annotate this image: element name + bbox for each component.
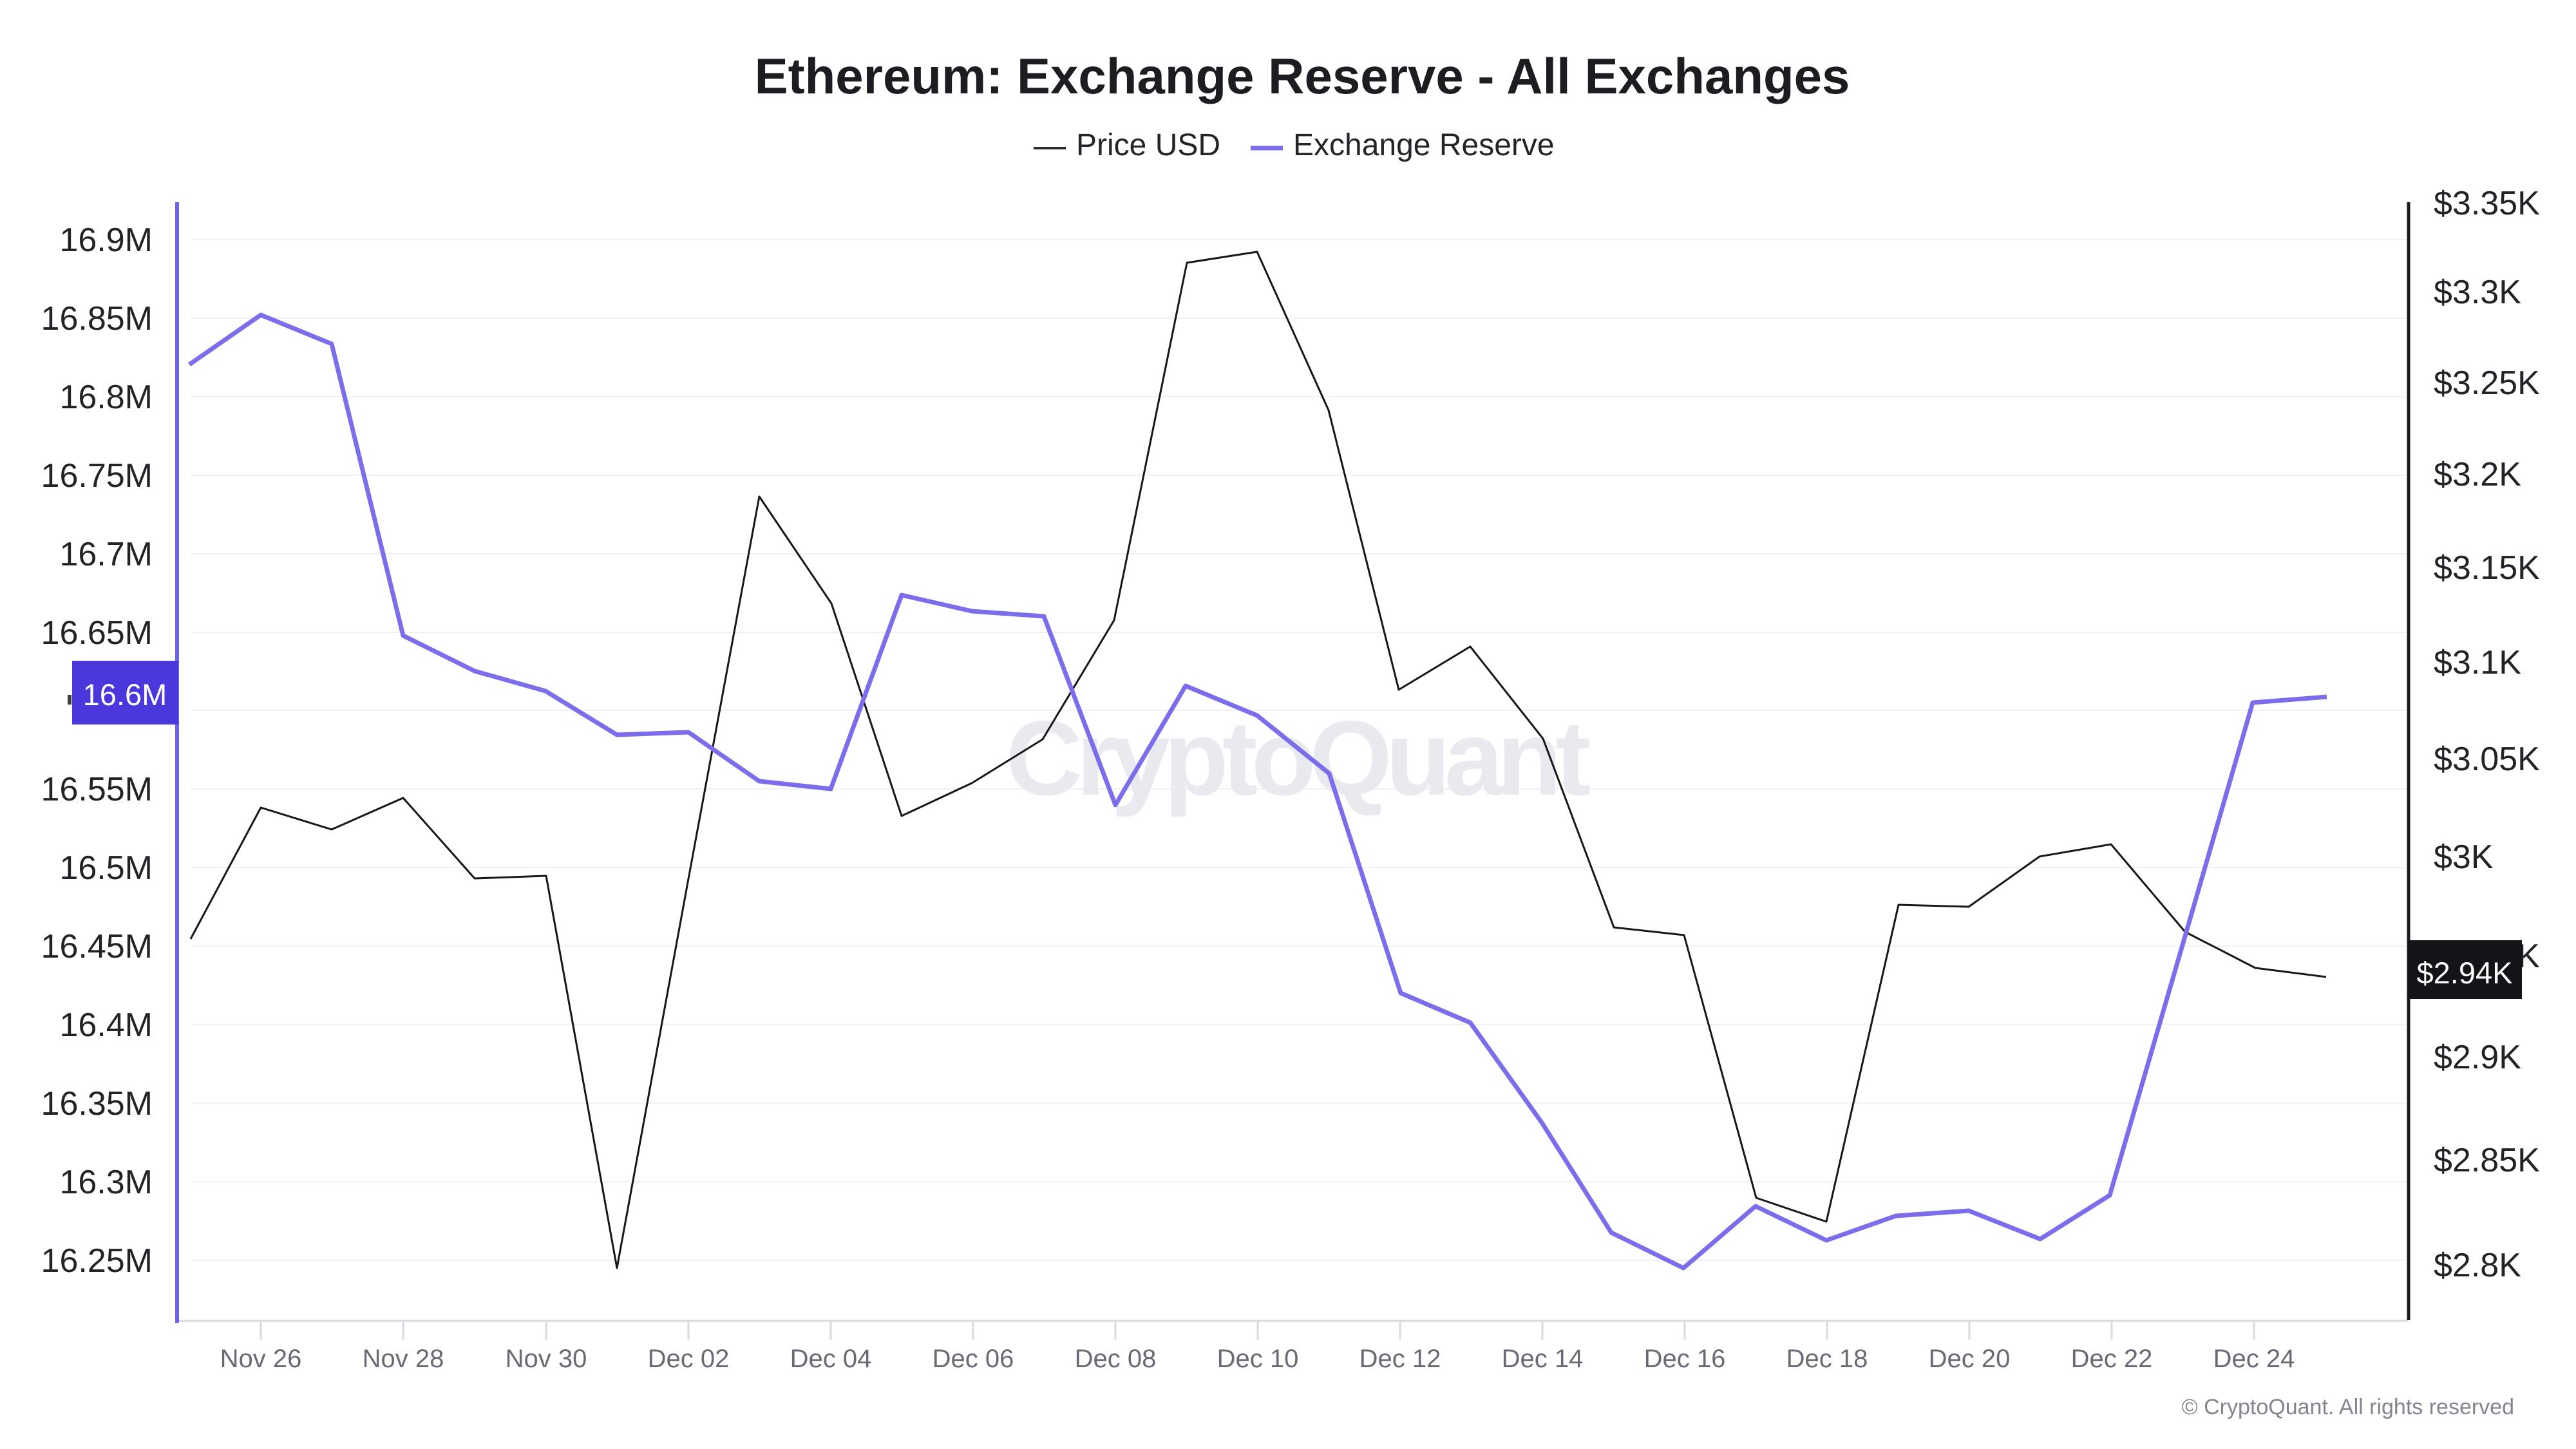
- svg-text:Dec 08: Dec 08: [1075, 1345, 1157, 1373]
- svg-text:Dec 16: Dec 16: [1644, 1345, 1726, 1373]
- svg-text:Dec 06: Dec 06: [933, 1345, 1014, 1373]
- svg-text:$2.8K: $2.8K: [2434, 1247, 2521, 1284]
- svg-text:$3.2K: $3.2K: [2434, 456, 2521, 493]
- svg-text:Nov 28: Nov 28: [363, 1345, 444, 1373]
- svg-text:16.45M: 16.45M: [41, 928, 153, 965]
- svg-text:16.85M: 16.85M: [41, 300, 153, 337]
- svg-text:$3.05K: $3.05K: [2434, 741, 2540, 778]
- svg-text:16.9M: 16.9M: [59, 222, 153, 259]
- svg-text:© CryptoQuant. All rights rese: © CryptoQuant. All rights reserved: [2182, 1395, 2514, 1419]
- svg-text:16.8M: 16.8M: [59, 379, 153, 416]
- svg-text:Exchange Reserve: Exchange Reserve: [1293, 128, 1555, 162]
- svg-text:Dec 22: Dec 22: [2071, 1345, 2153, 1373]
- svg-text:Nov 30: Nov 30: [506, 1345, 587, 1373]
- svg-text:Dec 10: Dec 10: [1217, 1345, 1299, 1373]
- svg-text:$3.3K: $3.3K: [2434, 274, 2521, 311]
- svg-text:CryptoQuant: CryptoQuant: [1006, 699, 1589, 817]
- svg-text:$3K: $3K: [2434, 838, 2494, 876]
- svg-text:Dec 18: Dec 18: [1786, 1345, 1868, 1373]
- svg-text:$3.15K: $3.15K: [2434, 549, 2540, 587]
- svg-text:Price USD: Price USD: [1076, 128, 1220, 162]
- svg-text:16.25M: 16.25M: [41, 1242, 153, 1280]
- svg-text:$2.9K: $2.9K: [2434, 1039, 2521, 1076]
- svg-text:Dec 04: Dec 04: [790, 1345, 872, 1373]
- svg-text:16.3M: 16.3M: [59, 1164, 153, 1201]
- svg-text:Dec 14: Dec 14: [1502, 1345, 1584, 1373]
- svg-text:16.4M: 16.4M: [59, 1007, 153, 1044]
- svg-text:16.6M: 16.6M: [83, 677, 167, 712]
- svg-text:16.75M: 16.75M: [41, 457, 153, 495]
- svg-text:Dec 02: Dec 02: [648, 1345, 730, 1373]
- svg-text:Dec 24: Dec 24: [2213, 1345, 2295, 1373]
- svg-text:Nov 26: Nov 26: [220, 1345, 302, 1373]
- svg-text:Dec 20: Dec 20: [1929, 1345, 2011, 1373]
- svg-text:16.35M: 16.35M: [41, 1085, 153, 1122]
- svg-text:16.7M: 16.7M: [59, 536, 153, 573]
- svg-text:Ethereum: Exchange Reserve - A: Ethereum: Exchange Reserve - All Exchang…: [755, 48, 1850, 104]
- svg-text:$2.85K: $2.85K: [2434, 1142, 2540, 1179]
- svg-text:$3.25K: $3.25K: [2434, 365, 2540, 402]
- svg-text:16.65M: 16.65M: [41, 614, 153, 652]
- svg-text:Dec 12: Dec 12: [1359, 1345, 1441, 1373]
- svg-text:$3.35K: $3.35K: [2434, 185, 2540, 222]
- svg-text:$2.94K: $2.94K: [2417, 956, 2513, 990]
- svg-text:16.5M: 16.5M: [59, 849, 153, 887]
- svg-text:16.55M: 16.55M: [41, 771, 153, 808]
- svg-text:$3.1K: $3.1K: [2434, 644, 2521, 681]
